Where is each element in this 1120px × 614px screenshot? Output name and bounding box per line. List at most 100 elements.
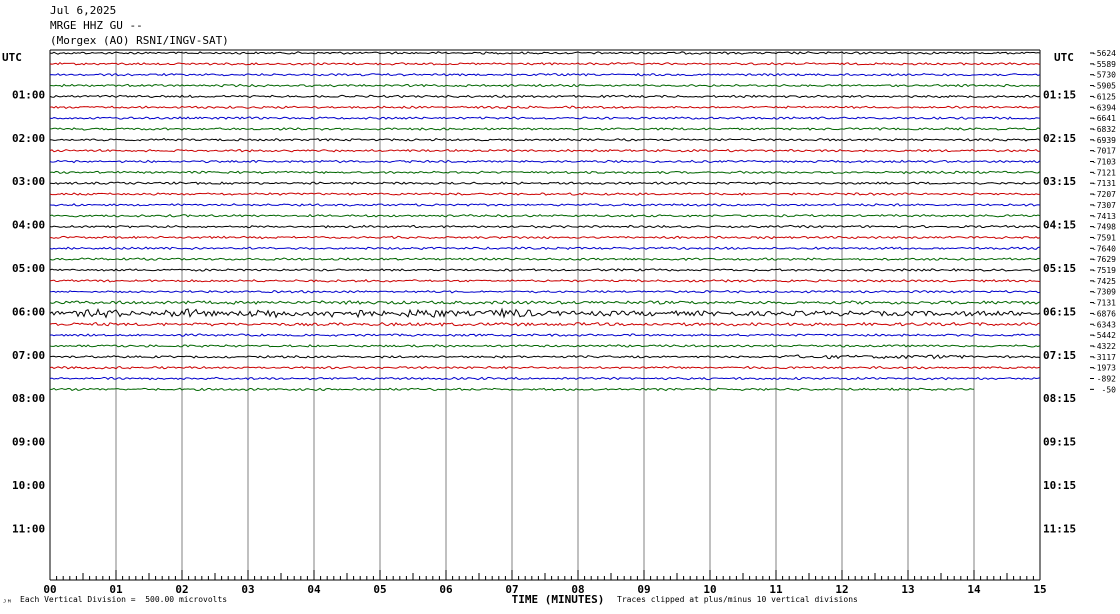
trace-offset-label: -6876 [1092, 309, 1116, 318]
clip-note: Traces clipped at plus/minus 10 vertical… [617, 595, 858, 604]
right-hour-label: 10:15 [1043, 479, 1076, 492]
trace-line [49, 333, 1041, 337]
trace-offset-label: -5624 [1092, 49, 1116, 58]
trace-offset-label: -6641 [1092, 114, 1116, 123]
trace-offset-label: -7307 [1092, 201, 1116, 210]
right-hour-label: 06:15 [1043, 305, 1076, 318]
trace-line [49, 83, 1041, 88]
trace-line [49, 321, 1041, 327]
trace-line [49, 127, 1041, 131]
trace-line [49, 289, 1041, 294]
trace-offset-label: -50 [1102, 385, 1117, 394]
right-timezone-label: UTC [1054, 51, 1074, 64]
trace-offset-label: -7131 [1092, 299, 1116, 308]
x-tick-label: 12 [835, 583, 848, 596]
trace-line [49, 344, 1041, 348]
x-tick-label: 07 [505, 583, 518, 596]
trace-line [49, 376, 1041, 381]
left-hour-label: 09:00 [12, 436, 45, 449]
trace-line [49, 192, 1041, 196]
trace-offset-label: -7413 [1092, 212, 1116, 221]
x-axis-label: TIME (MINUTES) [512, 593, 605, 606]
trace-line [49, 116, 1041, 120]
x-tick-label: 02 [175, 583, 188, 596]
trace-offset-label: -7519 [1092, 266, 1116, 275]
right-hour-label: 02:15 [1043, 132, 1076, 145]
trace-offset-label: -7425 [1092, 277, 1116, 286]
x-tick-label: 10 [703, 583, 716, 596]
right-hour-label: 04:15 [1043, 219, 1076, 232]
trace-offset-label: -7103 [1092, 158, 1116, 167]
trace-offset-label: -7131 [1092, 179, 1116, 188]
x-tick-label: 05 [373, 583, 386, 596]
trace-line [49, 159, 1041, 164]
left-hour-label: 06:00 [12, 305, 45, 318]
trace-line [49, 203, 1041, 207]
trace-offset-label: -7121 [1092, 168, 1116, 177]
trace-line [49, 235, 1041, 240]
trace-offset-label: -7591 [1092, 233, 1116, 242]
header-network: (Morgex (AO) RSNI/INGV-SAT) [50, 34, 229, 47]
x-tick-label: 04 [307, 583, 321, 596]
trace-line [49, 307, 1041, 319]
trace-offset-label: -7017 [1092, 147, 1116, 156]
left-hour-label: 10:00 [12, 479, 45, 492]
left-timezone-label: UTC [2, 51, 22, 64]
trace-offset-label: -7207 [1092, 190, 1116, 199]
left-hour-label: 03:00 [12, 175, 45, 188]
right-hour-label: 01:15 [1043, 88, 1076, 101]
scale-note: Each Vertical Division = 500.00 microvol… [20, 595, 228, 604]
right-hour-label: 03:15 [1043, 175, 1076, 188]
trace-offset-label: -7498 [1092, 223, 1116, 232]
right-hour-label: 09:15 [1043, 436, 1076, 449]
trace-offset-label: -5442 [1092, 331, 1116, 340]
trace-line [49, 387, 975, 392]
seismic-traces [49, 51, 1041, 392]
trace-offset-label: -7309 [1092, 288, 1116, 297]
left-hour-label: 05:00 [12, 262, 45, 275]
x-tick-label: 00 [43, 583, 56, 596]
trace-offset-label: -6832 [1092, 125, 1116, 134]
trace-offset-label: -6343 [1092, 320, 1116, 329]
x-tick-label: 09 [637, 583, 650, 596]
trace-line [49, 62, 1041, 66]
x-tick-label: 14 [967, 583, 981, 596]
trace-line [49, 138, 1041, 142]
trace-line [49, 148, 1041, 153]
x-tick-label: 03 [241, 583, 254, 596]
x-tick-label: 13 [901, 583, 914, 596]
right-hour-label: 05:15 [1043, 262, 1076, 275]
trace-line [49, 365, 1041, 370]
trace-line [49, 354, 1041, 360]
trace-line [49, 170, 1041, 175]
trace-offset-label: -3117 [1092, 353, 1116, 362]
x-tick-label: 06 [439, 583, 453, 596]
trace-offset-label: -5905 [1092, 82, 1116, 91]
left-hour-label: 11:00 [12, 522, 45, 535]
chart-labels: 00 01 02 03 04 05 06 07 08 09 10 11 12 13 14 15 TIME (MI… [2, 49, 1116, 606]
trace-offset-label: -6394 [1092, 103, 1116, 112]
trace-line [49, 105, 1041, 109]
header-station: MRGE HHZ GU -- [50, 19, 143, 32]
trace-offset-label: -7640 [1092, 244, 1116, 253]
left-hour-label: 02:00 [12, 132, 45, 145]
trace-line [49, 72, 1041, 77]
trace-line [49, 268, 1041, 272]
left-hour-label: 07:00 [12, 349, 45, 362]
trace-offset-label: -892 [1097, 375, 1116, 384]
header-date: Jul 6,2025 [50, 4, 117, 17]
x-tick-label: 11 [769, 583, 783, 596]
trace-line [49, 51, 1041, 55]
trace-offset-label: -6125 [1092, 92, 1116, 101]
trace-line [49, 213, 1041, 218]
trace-offset-label: -6939 [1092, 136, 1116, 145]
x-tick-label: 15 [1033, 583, 1046, 596]
trace-line [49, 257, 1041, 262]
trace-line [49, 300, 1041, 306]
left-hour-label: 01:00 [12, 88, 45, 101]
trace-line [49, 224, 1041, 229]
trace-offset-label: -5589 [1092, 60, 1116, 69]
right-hour-label: 07:15 [1043, 349, 1076, 362]
x-tick-label: 08 [571, 583, 584, 596]
